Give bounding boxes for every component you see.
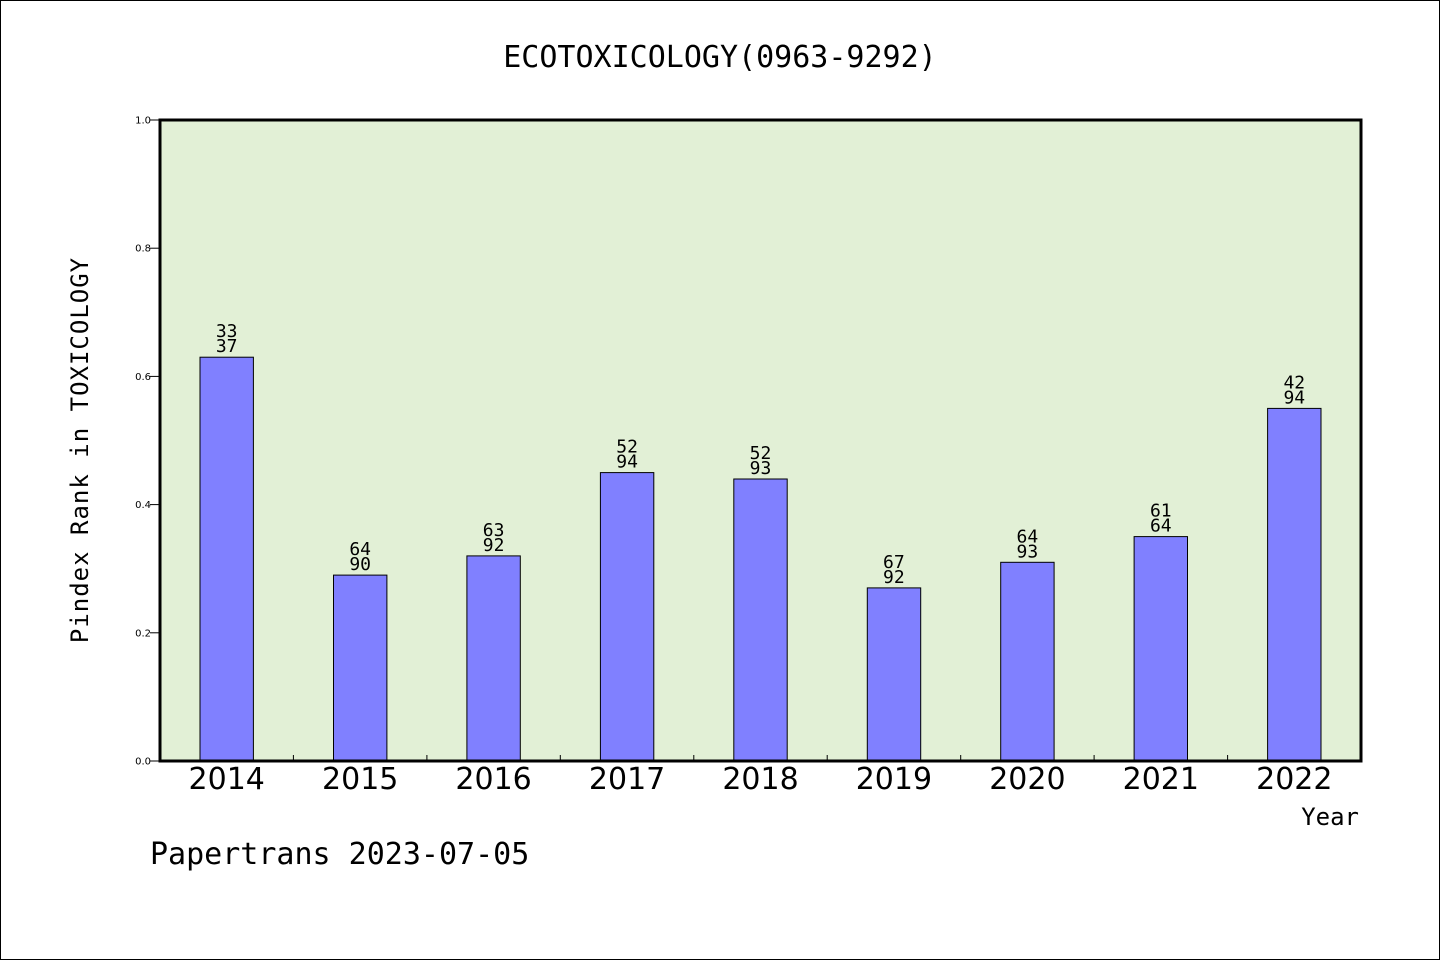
x-tick-label-2018: 2018 [722,762,798,797]
y-tick-label-0.8: 0.8 [135,244,151,255]
bar-2021 [1133,536,1188,762]
bars-group [199,356,1322,762]
y-tick-label-0.2: 0.2 [135,628,151,639]
bar-2015 [333,574,388,762]
x-tick-label-2021: 2021 [1123,762,1199,797]
rank-label-top-2021: 61 [1150,501,1172,522]
y-axis-ticks: 0.0 0.2 0.4 0.6 0.8 1.0 [135,116,160,768]
y-tick-label-0.4: 0.4 [135,500,151,511]
y-tick-label-0.6: 0.6 [135,372,151,383]
rank-label-top-2015: 64 [349,539,371,560]
rank-label-top-2020: 64 [1017,526,1039,547]
x-tick-label-2014: 2014 [189,762,265,797]
x-axis-label: Year [1301,803,1359,831]
x-tick-label-2015: 2015 [322,762,398,797]
bar-2016 [466,555,521,762]
y-tick-label-0.0: 0.0 [135,757,151,768]
rank-label-bottom-2018: 93 [750,458,772,479]
rank-label-top-2022: 42 [1283,372,1305,393]
x-tick-label-2019: 2019 [856,762,932,797]
rank-label-bottom-2022: 94 [1283,387,1305,408]
bar-2017 [599,472,655,762]
y-tick-label-1.0: 1.0 [135,116,151,127]
rank-label-top-2014: 33 [216,321,238,342]
rank-label-bottom-2016: 92 [483,535,505,556]
bar-2022 [1267,407,1322,762]
x-axis-ticks: 2014 2015 2016 2017 2018 2019 2020 2021 2022 [189,755,1332,797]
rank-label-top-2016: 63 [483,520,505,541]
rank-label-bottom-2015: 90 [349,554,371,575]
rank-label-top-2017: 52 [616,437,638,458]
rank-label-bottom-2021: 64 [1150,516,1172,537]
rank-label-top-2018: 52 [750,443,772,464]
x-tick-label-2022: 2022 [1256,762,1332,797]
plot-border [158,118,1363,763]
bar-2019 [866,587,922,762]
rank-label-bottom-2020: 93 [1017,541,1039,562]
x-tick-label-2016: 2016 [455,762,531,797]
x-tick-label-2017: 2017 [589,762,665,797]
bar-2020 [1000,561,1055,762]
rank-label-top-2019: 67 [883,552,905,573]
bar-2018 [733,478,788,762]
chart-title: ECOTOXICOLOGY(0963-9292) [503,40,936,75]
rank-label-bottom-2017: 94 [616,452,638,473]
rank-label-bottom-2019: 92 [883,567,905,588]
y-axis-label: Pindex Rank in TOXICOLOGY [66,257,94,643]
footer-credit: Papertrans 2023-07-05 [150,837,529,872]
x-tick-label-2020: 2020 [989,762,1065,797]
bar-2014 [199,356,254,762]
rank-label-bottom-2014: 37 [216,336,238,357]
